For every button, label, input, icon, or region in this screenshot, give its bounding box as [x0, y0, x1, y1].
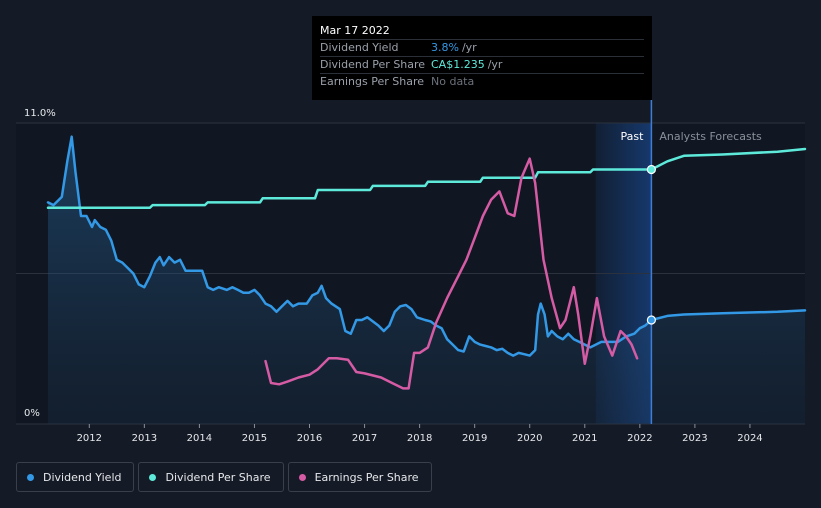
x-tick-label: 2017	[352, 433, 377, 444]
tooltip-row-dividend-yield: Dividend Yield 3.8% /yr	[320, 39, 644, 56]
past-label: Past	[620, 130, 644, 143]
x-tick-label: 2020	[517, 433, 542, 444]
y-tick-label-bottom: 0%	[24, 408, 40, 419]
x-tick-label: 2021	[572, 433, 597, 444]
x-tick-label: 2013	[132, 433, 157, 444]
marker-dividend-yield	[646, 315, 656, 325]
x-tick-label: 2023	[682, 433, 707, 444]
legend: Dividend Yield Dividend Per Share Earnin…	[16, 462, 432, 492]
tooltip-label: Earnings Per Share	[320, 75, 425, 88]
dividend-yield-area	[48, 136, 805, 424]
tooltip-label: Dividend Per Share	[320, 58, 426, 71]
x-tick-label: 2015	[242, 433, 267, 444]
x-tick-label: 2014	[187, 433, 212, 444]
tooltip-unit: /yr	[487, 58, 503, 71]
series-line-dividend-per-share	[46, 147, 807, 210]
series-line-dividend-yield	[46, 135, 807, 357]
legend-dividend-yield[interactable]: Dividend Yield	[16, 462, 135, 492]
tooltip-label: Dividend Yield	[320, 41, 399, 54]
tooltip-unit: /yr	[461, 41, 477, 54]
legend-dot-icon	[149, 473, 157, 481]
x-tick-label: 2012	[77, 433, 102, 444]
tooltip-value: CA$1.235	[431, 58, 485, 71]
current-markers	[646, 164, 656, 325]
tooltip-value: 3.8%	[431, 41, 459, 54]
x-tick-label: 2018	[407, 433, 432, 444]
y-tick-label-top: 11.0%	[24, 108, 56, 119]
hover-tooltip: Mar 17 2022 Dividend Yield 3.8% /yr Divi…	[312, 16, 652, 100]
x-tick-label: 2024	[737, 433, 762, 444]
tooltip-date: Mar 17 2022	[320, 24, 390, 37]
x-tick-label: 2019	[462, 433, 487, 444]
tooltip-row-dividend-per-share: Dividend Per Share CA$1.235 /yr	[320, 56, 644, 73]
series-line-earnings-per-share	[264, 157, 639, 390]
series-lines	[46, 135, 807, 390]
legend-label: Dividend Per Share	[165, 470, 271, 484]
analysts-forecasts-label: Analysts Forecasts	[659, 130, 762, 143]
marker-dividend-per-share	[646, 164, 656, 175]
tooltip-row-earnings-per-share: Earnings Per Share No data	[320, 73, 644, 90]
legend-dividend-per-share[interactable]: Dividend Per Share	[138, 462, 284, 492]
legend-earnings-per-share[interactable]: Earnings Per Share	[287, 462, 432, 492]
legend-label: Earnings Per Share	[314, 470, 419, 484]
x-tick-label: 2022	[627, 433, 652, 444]
legend-label: Dividend Yield	[43, 470, 122, 484]
legend-dot-icon	[298, 473, 306, 481]
x-axis-ticks: 2012 2013 2014 2015 2016 2017 2018 2019 2020 2021…	[77, 424, 763, 444]
x-tick-label: 2016	[297, 433, 322, 444]
legend-dot-icon	[27, 473, 34, 481]
tooltip-value: No data	[431, 75, 475, 88]
